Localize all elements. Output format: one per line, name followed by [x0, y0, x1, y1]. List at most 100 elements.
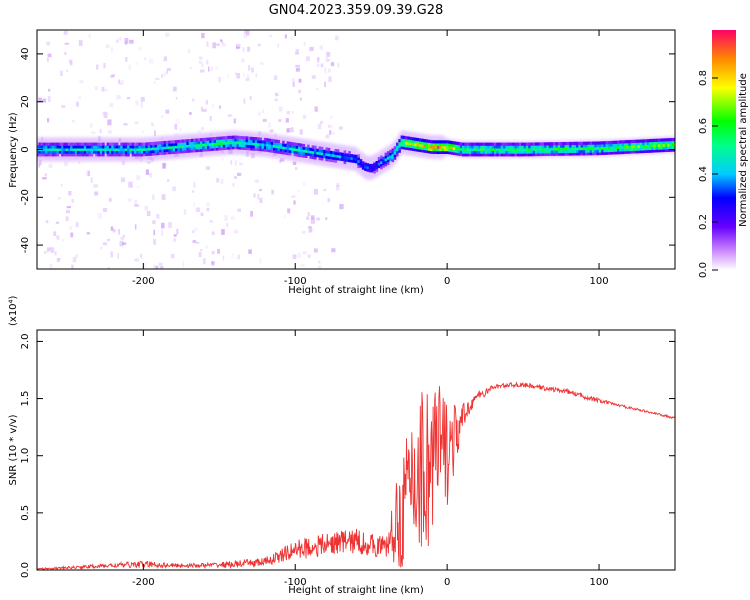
spectrogram-cell	[402, 138, 406, 142]
spectrogram-speckle	[109, 103, 114, 108]
spectrogram-cell	[113, 142, 117, 146]
spectrogram-cell	[254, 145, 258, 149]
spectrogram-cell	[216, 144, 219, 148]
spectrogram-speckle	[298, 78, 302, 82]
spectrogram-cell	[494, 147, 497, 152]
spectrogram-speckle	[38, 97, 42, 103]
spectrogram-cell	[370, 163, 374, 168]
spectrogram-cell	[47, 145, 50, 149]
spectrogram-cell	[468, 145, 472, 149]
spectrogram-cell	[541, 152, 545, 156]
spectrogram-cell	[52, 147, 55, 152]
spectrogram-speckle	[155, 266, 159, 269]
spectrogram-cell	[555, 144, 559, 148]
spectrogram-cell	[42, 150, 46, 154]
spectrogram-cell	[658, 146, 661, 150]
spectrogram-cell	[546, 147, 549, 151]
spectrogram-speckle	[257, 43, 261, 47]
spectrogram-cell	[535, 145, 538, 149]
spectrogram-cell	[190, 146, 194, 150]
spectrogram-cell	[218, 136, 221, 140]
spectrogram-cell	[181, 144, 185, 148]
spectrogram-cell	[601, 141, 604, 145]
spectrogram-cell	[70, 153, 73, 157]
spectrogram-cell	[521, 145, 524, 149]
spectrogram-cell	[197, 148, 201, 152]
spectrogram-cell	[47, 153, 50, 157]
spectrogram-cell	[266, 143, 269, 147]
spectrogram-cell	[500, 145, 504, 149]
spectrogram-cell	[539, 150, 543, 154]
spectrogram-speckle	[231, 215, 235, 220]
spectrogram-cell	[179, 142, 183, 146]
spectrogram-cell	[111, 150, 114, 154]
spectrogram-cell	[156, 149, 160, 153]
spectrogram-cell	[136, 150, 139, 154]
y-tick-label: 0	[20, 146, 31, 152]
spectrogram-cell	[566, 144, 570, 148]
spectrogram-cell	[152, 141, 155, 146]
spectrogram-cell	[314, 145, 317, 149]
spectrogram-cell	[614, 151, 618, 155]
spectrogram-cell	[648, 144, 652, 148]
spectrogram-cell	[651, 141, 654, 145]
spectrogram-speckle	[47, 247, 51, 252]
spectrogram-cell	[147, 152, 151, 156]
spectrogram-cell	[400, 146, 404, 150]
spectrogram-speckle	[120, 236, 125, 240]
spectrogram-cell	[412, 142, 415, 146]
spectrogram-cell	[181, 147, 185, 151]
spectrogram-speckle	[329, 130, 332, 135]
spectrogram-cell	[279, 143, 283, 147]
spectrogram-cell	[95, 145, 98, 149]
spectrogram-cell	[402, 135, 406, 139]
spectrogram-cell	[416, 148, 420, 152]
spectrogram-cell	[124, 145, 128, 149]
spectrogram-cell	[455, 149, 458, 153]
spectrogram-cell	[65, 147, 69, 152]
spectrogram-cell	[614, 145, 618, 150]
spectrogram-speckle	[45, 220, 49, 224]
spectrogram-cell	[660, 149, 663, 153]
spectrogram-cell	[610, 151, 613, 155]
spectrogram-cell	[623, 142, 627, 147]
spectrogram-cell	[491, 150, 495, 154]
spectrogram-cell	[530, 153, 534, 157]
spectrogram-cell	[389, 155, 392, 159]
spectrogram-speckle	[286, 110, 290, 115]
spectrogram-cell	[375, 161, 379, 165]
spectrogram-speckle	[237, 172, 242, 176]
spectrogram-cell	[154, 149, 158, 153]
spectrogram-speckle	[212, 104, 214, 108]
spectrogram-cell	[204, 145, 208, 149]
spectrogram-cell	[500, 147, 504, 152]
spectrogram-cell	[120, 147, 123, 152]
spectrogram-cell	[598, 141, 602, 145]
spectrogram-speckle	[192, 240, 196, 243]
spectrogram-cell	[277, 150, 281, 154]
spectrogram-speckle	[141, 102, 143, 108]
spectrogram-speckle	[324, 81, 327, 88]
spectrogram-cell	[45, 142, 48, 146]
spectrogram-cell	[535, 147, 538, 151]
spectrogram-cell	[482, 142, 486, 146]
spectrogram-cell	[582, 152, 586, 156]
spectrogram-speckle	[46, 57, 49, 63]
spectrogram-cell	[250, 142, 253, 146]
spectrogram-cell	[421, 146, 424, 150]
spectrogram-cell	[259, 137, 262, 141]
spectrogram-cell	[282, 151, 285, 155]
spectrogram-cell	[225, 138, 228, 142]
spectrogram-speckle	[313, 248, 318, 253]
spectrogram-cell	[339, 157, 342, 161]
spectrogram-cell	[377, 164, 381, 169]
spectrogram-cell	[364, 165, 367, 169]
spectrogram-cell	[671, 140, 675, 144]
spectrogram-cell	[532, 142, 536, 146]
spectrogram-speckle	[259, 197, 263, 203]
spectrogram-cell	[405, 146, 408, 150]
spectrogram-cell	[500, 150, 504, 154]
spectrogram-cell	[494, 145, 497, 149]
spectrogram-cell	[124, 147, 128, 152]
spectrogram-cell	[172, 145, 176, 149]
